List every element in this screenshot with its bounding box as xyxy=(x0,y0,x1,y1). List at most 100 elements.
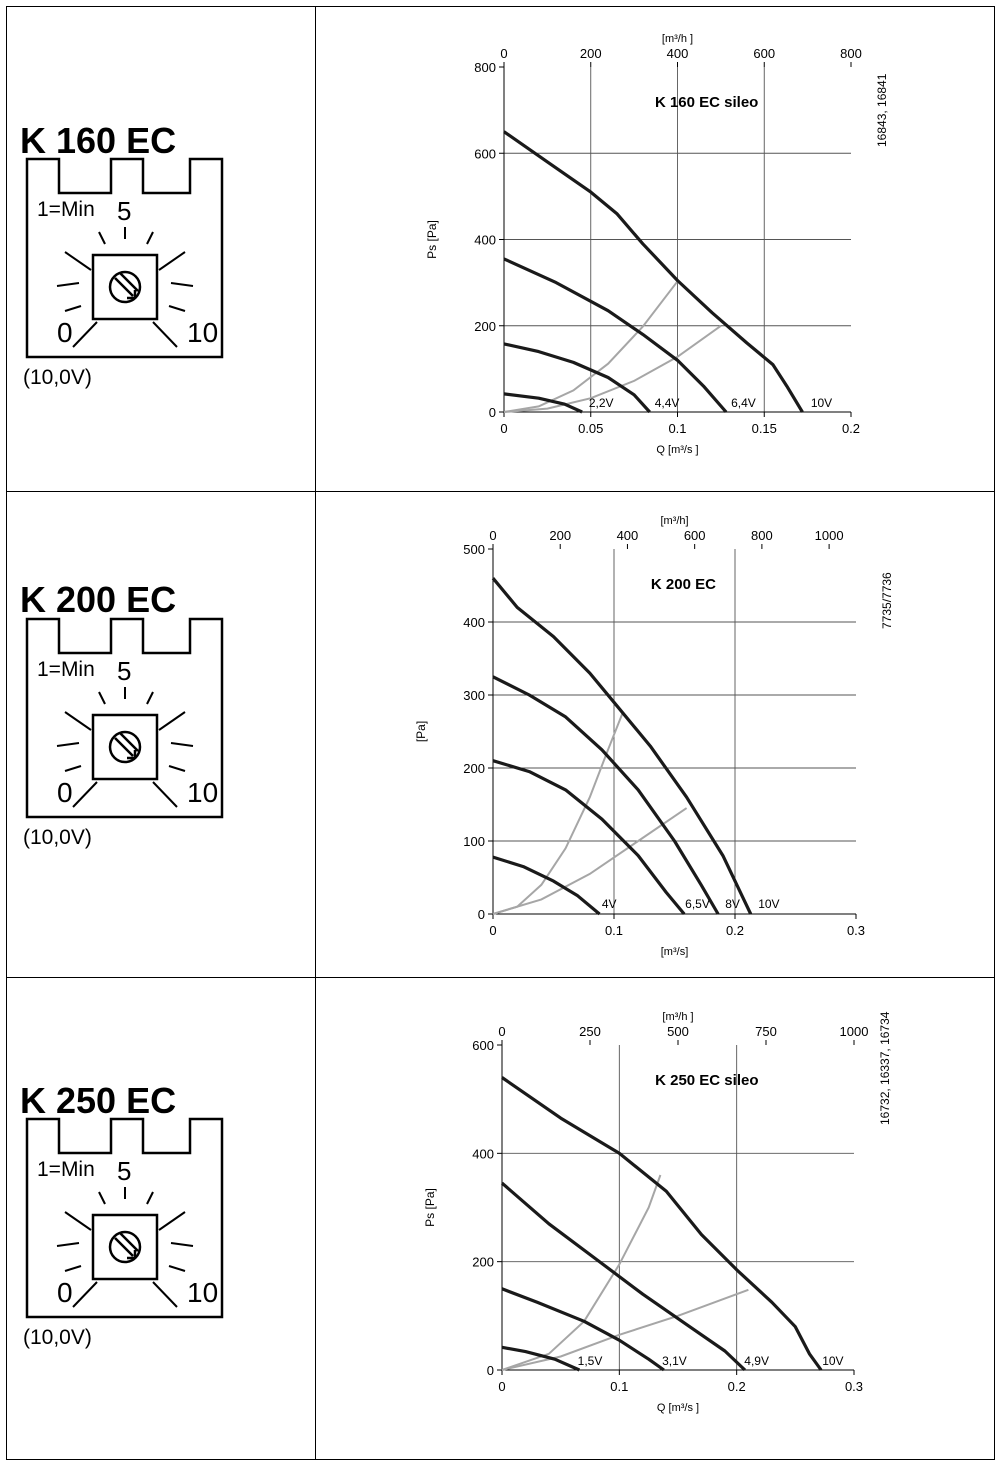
y-tick-label: 100 xyxy=(463,834,485,849)
series-label: 3,1V xyxy=(662,1354,687,1368)
series-line xyxy=(492,855,601,916)
dial-tick xyxy=(170,1242,194,1247)
series-line xyxy=(503,257,728,414)
x-tick-label: 0.3 xyxy=(847,923,865,938)
x-axis-title: [m³/s] xyxy=(661,946,689,958)
dial-diagram: K 200 EC 1=Min 5 0 10 (10,0V) xyxy=(20,579,224,849)
dial-tick xyxy=(170,282,194,287)
dial-tick xyxy=(168,305,186,312)
series-label: 4,9V xyxy=(744,1354,769,1368)
chart-title: K 200 EC xyxy=(651,576,716,593)
dial-tick xyxy=(72,1281,98,1308)
dial-tick xyxy=(158,711,186,731)
x-tick-label: 0.15 xyxy=(752,421,777,436)
side-label: 16843, 16841 xyxy=(875,73,889,147)
y-tick-label: 400 xyxy=(463,615,485,630)
dial-tick xyxy=(64,711,92,731)
system-curve xyxy=(501,1288,749,1371)
dial-mark-5: 5 xyxy=(117,196,131,226)
fan-curve-chart: 0 100 200 300 400 500 0 0.1 0.2 0.3 0 200 400 600 800 1… xyxy=(414,515,894,958)
y-axis-title: Ps [Pa] xyxy=(425,220,439,259)
x-tick-label: 0.1 xyxy=(610,1379,628,1394)
x-tick-label: 0.05 xyxy=(578,421,603,436)
x-tick-label: 0.2 xyxy=(728,1379,746,1394)
model-cell: K 200 EC 1=Min 5 0 10 (10,0V) xyxy=(6,491,316,978)
y-tick-label: 600 xyxy=(474,146,496,161)
dial-min-label: 1=Min xyxy=(37,198,95,221)
dial-mark-5: 5 xyxy=(117,656,131,686)
dial-tick xyxy=(64,305,82,312)
series-label: 2,2V xyxy=(589,396,614,410)
x2-tick-label: 600 xyxy=(753,46,775,61)
side-label: 16732, 16337, 16734 xyxy=(878,1011,892,1125)
voltage-label: (10,0V) xyxy=(23,1326,92,1349)
series-label: 4V xyxy=(602,897,617,911)
x2-tick-label: 800 xyxy=(751,528,773,543)
y-tick-label: 0 xyxy=(487,1363,494,1378)
dial-tick xyxy=(64,1265,82,1272)
x-axis-title: Q [m³/s ] xyxy=(657,1402,699,1414)
system-curve xyxy=(503,324,722,413)
x-tick-label: 0.2 xyxy=(726,923,744,938)
model-cell: K 160 EC 1=Min 5 0 10 (10,0V) xyxy=(6,6,316,492)
chart-title: K 250 EC sileo xyxy=(655,1072,758,1089)
dial-tick xyxy=(158,1211,186,1231)
chart-cell: 0 100 200 300 400 500 0 0.1 0.2 0.3 0 200 400 600 800 1… xyxy=(315,491,995,978)
fan-curve-chart: 0 200 400 600 0 0.1 0.2 0.3 0 250 500 750 1000 [m³/h … xyxy=(423,1011,892,1414)
series-label: 10V xyxy=(758,897,779,911)
dial-tick xyxy=(146,231,154,245)
y-tick-label: 600 xyxy=(472,1038,494,1053)
fan-curve-chart: 0 200 400 600 800 0 0.05 0.1 0.15 0.2 0 200 400 600 80… xyxy=(425,33,889,456)
x2-tick-label: 1000 xyxy=(815,528,844,543)
table-row: K 200 EC 1=Min 5 0 10 (10,0V) 0 100 200 300 400 50… xyxy=(6,491,995,978)
dial-tick xyxy=(56,1242,80,1247)
x2-tick-label: 200 xyxy=(580,46,602,61)
dial-tick xyxy=(158,251,186,271)
series-line xyxy=(501,1076,823,1371)
controller-housing xyxy=(25,1117,224,1319)
dial-diagram: K 250 EC 1=Min 5 0 10 (10,0V) xyxy=(20,1080,224,1349)
dial-tick xyxy=(64,1211,92,1231)
x2-tick-label: 200 xyxy=(549,528,571,543)
controller-housing xyxy=(25,617,224,819)
x-tick-label: 0 xyxy=(500,421,507,436)
y-tick-label: 400 xyxy=(472,1146,494,1161)
model-title: K 250 EC xyxy=(20,1080,176,1121)
series-line xyxy=(503,130,804,413)
x2-axis-title: [m³/h ] xyxy=(662,1011,693,1023)
table-row: K 160 EC 1=Min 5 0 10 (10,0V) 0 200 400 600 800 0 0… xyxy=(6,6,995,492)
chart-title: K 160 EC sileo xyxy=(655,94,758,111)
dial-arrow-icon xyxy=(114,272,139,300)
dial-arrow-icon xyxy=(114,732,139,760)
dial-mark-0: 0 xyxy=(57,317,73,348)
chart-cell: 0 200 400 600 800 0 0.05 0.1 0.15 0.2 0 200 400 600 80… xyxy=(315,6,995,492)
dial-mark-0: 0 xyxy=(57,1277,73,1308)
dial-tick xyxy=(146,1191,154,1205)
x-tick-label: 0.1 xyxy=(605,923,623,938)
x2-tick-label: 0 xyxy=(489,528,496,543)
dial-tick xyxy=(64,765,82,772)
series-label: 6,4V xyxy=(731,396,756,410)
x2-tick-label: 800 xyxy=(840,46,862,61)
x-tick-label: 0 xyxy=(498,1379,505,1394)
y-axis-title: Ps [Pa] xyxy=(423,1188,437,1227)
x2-tick-label: 750 xyxy=(755,1024,777,1039)
dial-tick xyxy=(146,691,154,705)
series-line xyxy=(501,1287,665,1372)
y-tick-label: 200 xyxy=(474,319,496,334)
y-tick-label: 0 xyxy=(478,907,485,922)
dial-tick xyxy=(64,251,92,271)
dial-min-label: 1=Min xyxy=(37,658,95,681)
series-line xyxy=(503,342,651,414)
series-label: 1,5V xyxy=(578,1354,603,1368)
dial-tick xyxy=(98,1191,106,1205)
dial-mark-0: 0 xyxy=(57,777,73,808)
table-row: K 250 EC 1=Min 5 0 10 (10,0V) 0 200 400 600 0 0.1 0… xyxy=(6,977,995,1460)
x2-tick-label: 400 xyxy=(617,528,639,543)
x-axis-title: Q [m³/s ] xyxy=(656,444,698,456)
model-title: K 200 EC xyxy=(20,579,176,620)
series-label: 10V xyxy=(822,1354,843,1368)
x2-tick-label: 400 xyxy=(667,46,689,61)
y-tick-label: 400 xyxy=(474,233,496,248)
y-tick-label: 200 xyxy=(463,761,485,776)
